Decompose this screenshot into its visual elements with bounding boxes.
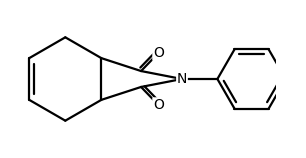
Text: O: O xyxy=(153,46,164,60)
Text: N: N xyxy=(177,72,187,86)
Text: O: O xyxy=(153,98,164,112)
